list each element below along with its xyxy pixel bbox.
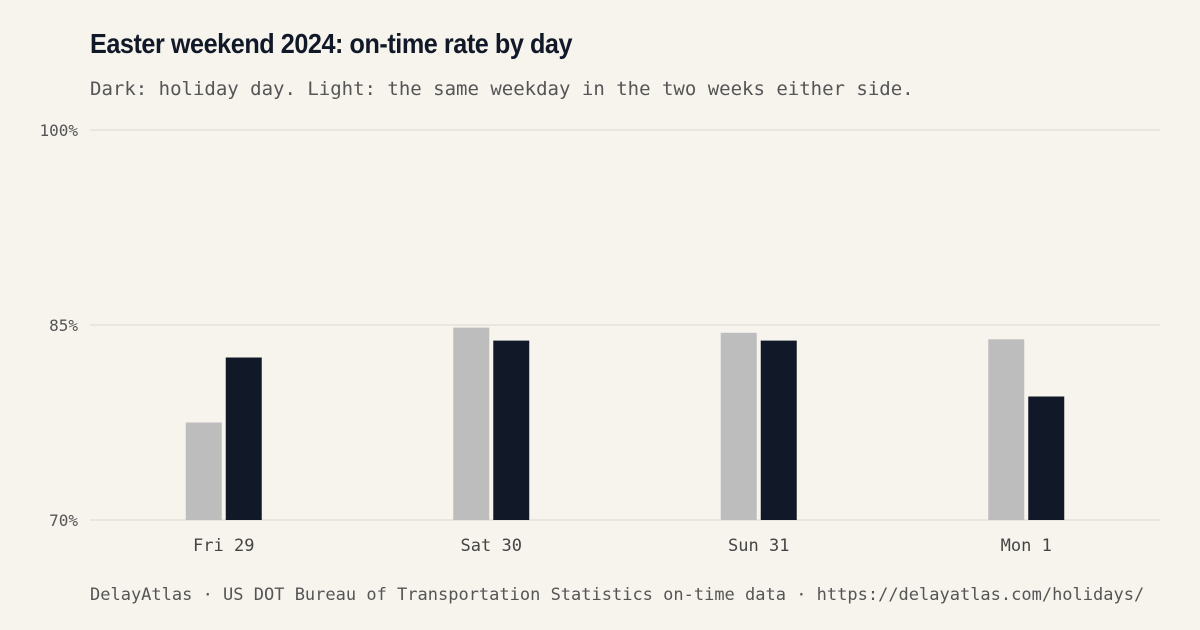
bar-holiday	[760, 340, 797, 520]
y-axis-ticks: 70% 85% 100%	[39, 121, 78, 530]
bar-comparison	[453, 327, 490, 520]
chart-subtitle: Dark: holiday day. Light: the same weekd…	[90, 78, 914, 100]
x-tick-label: Fri 29	[193, 536, 254, 556]
x-tick-label: Sat 30	[461, 536, 522, 556]
bar-holiday	[1028, 396, 1065, 520]
x-tick-label: Sun 31	[728, 536, 789, 556]
bar-comparison	[720, 332, 757, 520]
gridlines	[90, 129, 1160, 521]
x-tick-label: Mon 1	[1001, 536, 1052, 556]
chart-title: Easter weekend 2024: on-time rate by day	[90, 28, 573, 59]
y-tick-label: 100%	[39, 121, 78, 140]
bar-comparison	[185, 422, 222, 520]
source-footer: DelayAtlas · US DOT Bureau of Transporta…	[90, 585, 1145, 605]
x-axis-labels: Fri 29 Sat 30 Sun 31 Mon 1	[193, 536, 1052, 556]
bar-holiday	[225, 357, 262, 520]
bars	[185, 327, 1065, 520]
y-tick-label: 70%	[49, 511, 78, 530]
bar-comparison	[988, 339, 1025, 520]
bar-holiday	[493, 340, 530, 520]
y-tick-label: 85%	[49, 316, 78, 335]
